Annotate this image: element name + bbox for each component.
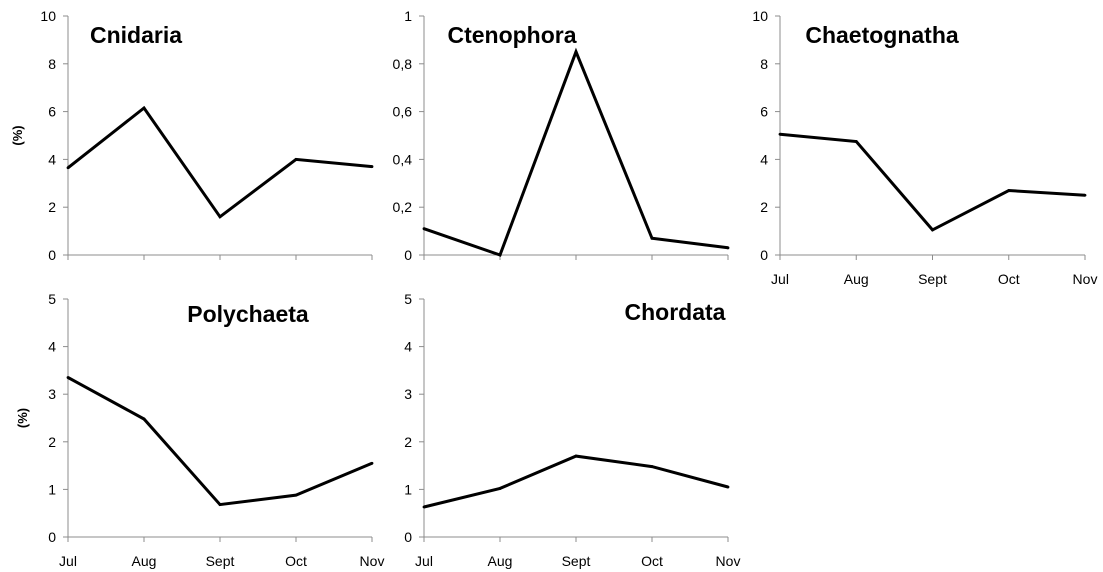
y-tick-label: 4: [404, 339, 412, 355]
y-tick-label: 0: [404, 529, 412, 545]
y-tick-label: 0,8: [393, 56, 413, 72]
y-axis-label: (%): [10, 125, 25, 145]
data-point: [854, 140, 858, 143]
data-point: [422, 227, 426, 231]
y-tick-label: 8: [48, 56, 56, 72]
y-tick-label: 2: [48, 434, 56, 450]
x-tick-label: Jul: [59, 553, 77, 569]
panel-chordata: 0 1 2 3 4 5 Jul Aug Sept Oct Nov Chordata: [404, 291, 740, 569]
y-tick-label: 5: [404, 291, 412, 307]
y-tick-label: 2: [48, 199, 56, 215]
y-tick-label: 4: [48, 339, 56, 355]
x-tick-label: Sept: [918, 271, 947, 287]
y-tick-label: 2: [760, 199, 768, 215]
series-line: [67, 376, 373, 507]
data-point: [931, 228, 934, 232]
y-tick-label: 10: [752, 8, 768, 24]
panel-ctenophora: 0 0,2 0,4 0,6 0,8 1 Ctenophora: [393, 8, 730, 263]
y-tick-label: 0,4: [393, 151, 413, 167]
x-tick-label: Oct: [641, 553, 663, 569]
data-point: [778, 132, 782, 136]
y-tick-label: 0: [404, 247, 412, 263]
y-tick-label: 1: [48, 481, 56, 497]
x-tick-label: Jul: [415, 553, 433, 569]
data-point: [574, 454, 578, 458]
x-tick-label: Sept: [206, 553, 235, 569]
y-tick-label: 6: [760, 104, 768, 120]
data-point: [422, 505, 426, 509]
x-tick-label: Nov: [716, 553, 741, 569]
data-point: [726, 246, 730, 250]
x-tick-label: Nov: [360, 553, 385, 569]
data-point: [370, 461, 374, 465]
y-tick-label: 8: [760, 56, 768, 72]
data-point: [498, 487, 502, 490]
data-point: [650, 465, 654, 468]
y-tick-label: 0: [48, 529, 56, 545]
y-tick-label: 4: [760, 151, 768, 167]
y-tick-label: 5: [48, 291, 56, 307]
y-tick-label: 4: [48, 151, 56, 167]
data-point: [218, 215, 222, 219]
y-tick-label: 1: [404, 481, 412, 497]
panel-polychaeta: 0 1 2 3 4 5 Jul Aug Sept Oct Nov Polychaeta (%): [15, 291, 384, 569]
x-tick-label: Oct: [285, 553, 307, 569]
data-point: [66, 166, 70, 170]
y-tick-label: 3: [404, 386, 412, 402]
data-point: [574, 50, 578, 54]
data-point: [142, 417, 146, 421]
y-tick-label: 0: [760, 247, 768, 263]
y-tick-label: 0: [48, 247, 56, 263]
panel-title: Polychaeta: [187, 301, 309, 327]
y-tick-label: 10: [40, 8, 56, 24]
y-tick-label: 1: [404, 8, 412, 24]
data-point: [650, 236, 654, 240]
y-tick-label: 2: [404, 434, 412, 450]
x-tick-label: Aug: [488, 553, 513, 569]
panel-title: Chordata: [625, 299, 726, 325]
data-point: [370, 165, 374, 168]
y-axis-label: (%): [15, 408, 30, 428]
y-tick-label: 0,6: [393, 104, 413, 120]
panel-cnidaria: 0 2 4 6 8 10 Cnidaria (%): [10, 8, 374, 263]
data-point: [1007, 189, 1011, 192]
panel-title: Ctenophora: [447, 22, 576, 48]
x-tick-label: Nov: [1073, 271, 1098, 287]
x-tick-label: Aug: [132, 553, 157, 569]
series-line: [67, 105, 373, 219]
y-tick-label: 0,2: [393, 199, 413, 215]
series-line: [779, 132, 1086, 232]
y-tick-label: 3: [48, 386, 56, 402]
panel-title: Chaetognatha: [805, 22, 959, 48]
data-point: [66, 376, 70, 379]
x-tick-label: Aug: [844, 271, 869, 287]
x-tick-label: Sept: [562, 553, 591, 569]
x-tick-label: Oct: [998, 271, 1020, 287]
data-point: [294, 158, 298, 161]
panel-chaetognatha: 0 2 4 6 8 10 Jul Aug Sept Oct Nov Chaetognatha: [752, 8, 1097, 287]
data-point: [218, 503, 222, 507]
x-tick-label: Jul: [771, 271, 789, 287]
series-line: [423, 454, 729, 509]
data-point: [142, 106, 146, 110]
data-point: [294, 493, 298, 497]
panel-title: Cnidaria: [90, 22, 182, 48]
data-point: [498, 253, 502, 257]
data-point: [1083, 193, 1087, 197]
y-tick-label: 6: [48, 104, 56, 120]
series-line: [423, 47, 729, 257]
data-point: [726, 485, 730, 489]
